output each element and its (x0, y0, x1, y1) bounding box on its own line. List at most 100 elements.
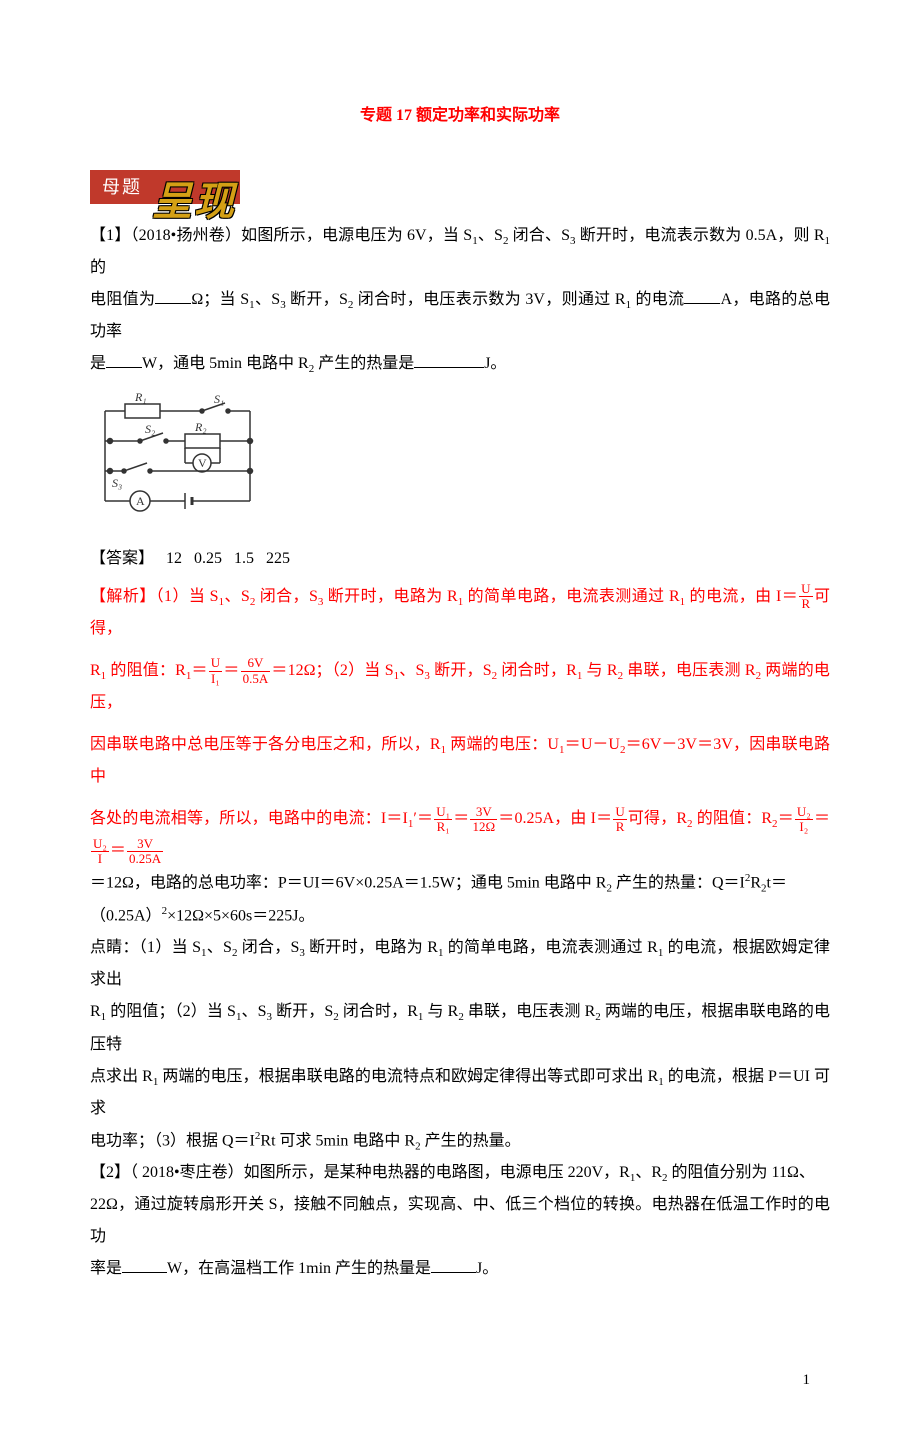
label-r1: R₁ (134, 391, 147, 404)
text: ＝ (778, 810, 794, 827)
text: 断开时，电路为 R (323, 588, 457, 605)
frac-den: 0.5A (241, 672, 271, 686)
analysis-p5: ＝12Ω，电路的总电功率：P＝UI＝6V×0.25A＝1.5W；通电 5min … (90, 867, 830, 900)
analysis-p6: （0.25A）2×12Ω×5×60s＝225J。 (90, 900, 830, 932)
analysis-p3: 因串联电路中总电压等于各分电压之和，所以，R1 两端的电压：U1＝U－U2＝6V… (90, 729, 830, 793)
analysis-label: 【解析】 (90, 588, 156, 605)
text: 产生的热量是 (314, 355, 414, 372)
ans-4: 225 (266, 550, 290, 567)
text: ＝12Ω，电路的总电功率：P＝UI＝6V×0.25A＝1.5W；通电 5min … (90, 875, 606, 892)
q1-line2: 电阻值为Ω；当 S1、S3 断开，S2 闭合时，电压表示数为 3V，则通过 R1… (90, 284, 830, 348)
frac-den: R (613, 820, 626, 834)
frac-den: I₂ (795, 820, 813, 834)
dianjing-p3: 点求出 R1 两端的电压，根据串联电路的电流特点和欧姆定律得出等式即可求出 R1… (90, 1061, 830, 1125)
text: 闭合，S (237, 939, 299, 956)
text: （1）当 S (139, 939, 201, 956)
circuit-diagram: R₁ S₁ S₂ R₂ S₃ V A (90, 391, 830, 533)
analysis-p1: 【解析】（1）当 S1、S2 闭合，S3 断开时，电路为 R1 的简单电路，电流… (90, 581, 830, 645)
blank (122, 1256, 167, 1273)
frac-num: 3V (127, 837, 163, 852)
frac-num: U (209, 656, 222, 671)
text: 的阻值；（2）当 S (106, 1003, 236, 1020)
text: 断开，S (272, 1003, 333, 1020)
label-r2: R₂ (194, 420, 207, 434)
q2-line1: 【2】（ 2018•枣庄卷）如图所示，是某种电热器的电路图，电源电压 220V，… (90, 1157, 830, 1189)
text: 的阻值：R (693, 810, 772, 827)
text: ＝12Ω；（2）当 S (271, 662, 393, 679)
frac-den: 12Ω (470, 820, 497, 834)
text: 的电流，由 I＝ (685, 588, 798, 605)
ans-3: 1.5 (234, 550, 254, 567)
blank (155, 287, 191, 304)
text: ＝ (814, 810, 830, 827)
text: ′＝ (413, 810, 433, 827)
text: 断开时，电路为 R (305, 939, 438, 956)
ans-2: 0.25 (194, 550, 222, 567)
q2-line3: 率是W，在高温档工作 1min 产生的热量是J。 (90, 1253, 830, 1285)
text: 的简单电路，电流表测通过 R (463, 588, 679, 605)
text: 闭合时，R (339, 1003, 418, 1020)
text: 的阻值分别为 11Ω、 (668, 1164, 815, 1181)
frac-num: U₂ (795, 805, 813, 820)
q2-tag: 【2】 (90, 1164, 130, 1181)
frac-den: R (799, 597, 812, 611)
text: 的阻值：R (106, 662, 186, 679)
text: 、S (478, 227, 503, 244)
text: 点求出 R (90, 1068, 153, 1085)
text: t＝ (767, 875, 787, 892)
q1-tag: 【1】 (90, 227, 131, 244)
text: 闭合、S (508, 227, 570, 244)
text: （0.25A） (90, 907, 162, 924)
text: 22Ω，通过旋转扇形开关 S，接触不同触点，实现高、中、低三个档位的转换。电热器… (90, 1196, 830, 1245)
text: 与 R (423, 1003, 458, 1020)
text: 串联，电压表测 R (464, 1003, 595, 1020)
answer-label: 【答案】 (90, 550, 154, 567)
frac-num: U (613, 805, 626, 820)
text: 、S (255, 291, 281, 308)
text: 闭合时，R (497, 662, 577, 679)
label-s2: S₂ (145, 422, 155, 436)
text: 、S (241, 1003, 266, 1020)
ans-1: 12 (166, 550, 182, 567)
answer-line: 【答案】 12 0.25 1.5 225 (90, 543, 830, 575)
text: 产生的热量。 (421, 1132, 521, 1149)
text: W，通电 5min 电路中 R (142, 355, 309, 372)
text: ＝U－U (564, 736, 619, 753)
page-title: 专题 17 额定功率和实际功率 (90, 100, 830, 132)
text: 的电流 (631, 291, 684, 308)
text: 因串联电路中总电压等于各分电压之和，所以，R (90, 736, 441, 753)
text: 、S (207, 939, 232, 956)
frac-num: 3V (470, 805, 497, 820)
text: Ω；当 S (191, 291, 249, 308)
text: 的 (90, 259, 106, 276)
analysis-p4: 各处的电流相等，所以，电路中的电流：I＝I1′＝U₁R₁＝3V12Ω＝0.25A… (90, 803, 830, 867)
dianjing-p4: 电功率；（3）根据 Q＝I2Rt 可求 5min 电路中 R2 产生的热量。 (90, 1125, 830, 1158)
q2-line2: 22Ω，通过旋转扇形开关 S，接触不同触点，实现高、中、低三个档位的转换。电热器… (90, 1189, 830, 1253)
frac-num: U₂ (91, 837, 109, 852)
text: J。 (484, 355, 506, 372)
text: 电功率；（3）根据 Q＝I (90, 1132, 255, 1149)
banner-gold-label: 呈现 (152, 162, 236, 242)
frac-num: U (799, 582, 812, 597)
dianjing-p2: R1 的阻值；（2）当 S1、S3 断开，S2 闭合时，R1 与 R2 串联，电… (90, 996, 830, 1060)
text: 断开，S (286, 291, 348, 308)
frac-den: 0.25A (127, 852, 163, 866)
text: Rt 可求 5min 电路中 R (260, 1132, 415, 1149)
text: 与 R (582, 662, 617, 679)
text: ＝ (110, 842, 126, 859)
text: ×12Ω×5×60s＝225J。 (167, 907, 314, 924)
frac-num: U₁ (434, 805, 452, 820)
text: 电阻值为 (90, 291, 155, 308)
page-number: 1 (90, 1365, 830, 1395)
text: 率是 (90, 1260, 122, 1277)
text: 闭合，S (255, 588, 318, 605)
text: 断开时，电流表示数为 0.5A，则 R (576, 227, 825, 244)
text: R (90, 1003, 101, 1020)
frac-den: I (91, 852, 109, 866)
frac-den: R₁ (434, 820, 452, 834)
blank (684, 287, 720, 304)
frac-num: 6V (241, 656, 271, 671)
text: 如图所示，电源电压为 6V，当 S (241, 227, 472, 244)
text: 、S (224, 588, 250, 605)
text: 的简单电路，电流表测通过 R (443, 939, 657, 956)
